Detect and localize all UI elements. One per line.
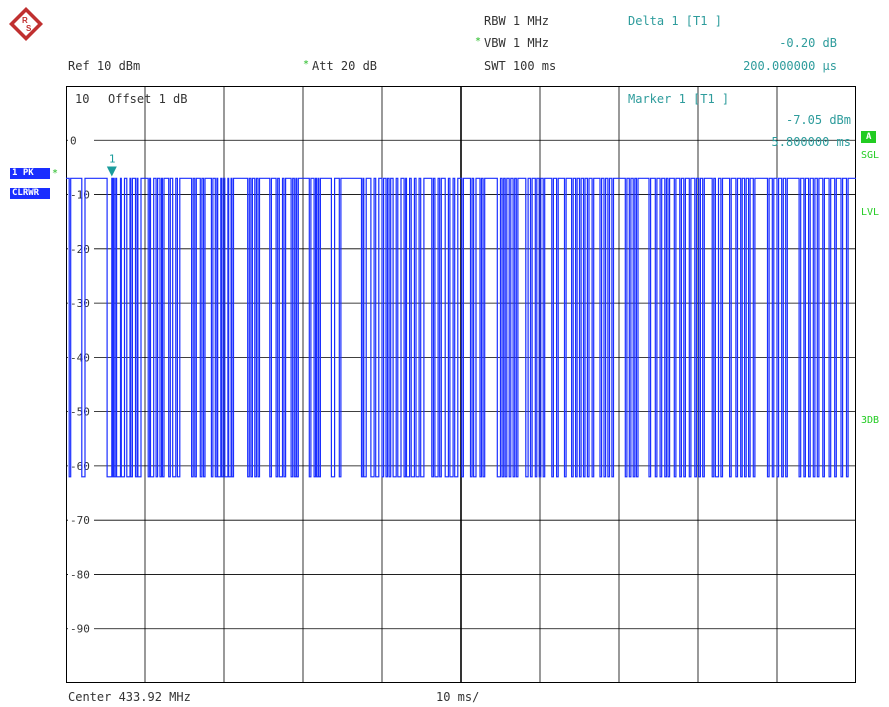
trace-clrwr-tag: CLRWR bbox=[10, 188, 50, 199]
status-a-badge: A bbox=[861, 131, 877, 143]
y-tick-bg bbox=[68, 296, 94, 311]
y-tick-bg bbox=[68, 567, 94, 582]
marker-1[interactable]: 1 bbox=[106, 153, 117, 177]
vbw-star: * bbox=[475, 36, 482, 47]
y-tick-bg bbox=[68, 404, 94, 419]
y-tick-label: -70 bbox=[70, 514, 90, 527]
y-tick-label: -60 bbox=[70, 460, 90, 473]
y-tick-label: -20 bbox=[70, 243, 90, 256]
y-tick-bg bbox=[68, 350, 94, 365]
vbw-readout: VBW 1 MHz bbox=[484, 36, 550, 50]
attenuation-readout: Att 20 dB bbox=[312, 59, 378, 73]
spectrum-screen[interactable]: 0 -10 -20 -30 -40 -50 -60 -70 -80 -90 10 Offset 1… bbox=[66, 86, 856, 683]
y-tick-bg bbox=[68, 187, 94, 202]
rohde-schwarz-logo: R S bbox=[9, 7, 43, 41]
delta-value: -0.20 dB bbox=[779, 36, 837, 50]
y-tick-bg bbox=[68, 458, 94, 473]
y-tick-label: -30 bbox=[70, 297, 90, 310]
top-tick-label: 10 bbox=[75, 92, 89, 106]
y-tick-bg bbox=[68, 513, 94, 528]
trace-pk-tag: 1 PK bbox=[10, 168, 50, 179]
y-tick-label: 0 bbox=[70, 134, 77, 147]
status-sgl: SGL bbox=[861, 150, 880, 161]
status-3db: 3DB bbox=[861, 415, 880, 426]
swt-readout: SWT 100 ms bbox=[484, 59, 557, 73]
offset-label: Offset 1 dB bbox=[108, 92, 187, 106]
sweep-span: 10 ms/ bbox=[436, 690, 480, 704]
ref-level: Ref 10 dBm bbox=[68, 59, 141, 73]
marker-1-triangle[interactable] bbox=[106, 166, 117, 177]
trace-1-line bbox=[66, 177, 856, 478]
y-tick-label: -10 bbox=[70, 189, 90, 202]
status-lvl: LVL bbox=[861, 207, 880, 218]
y-tick-bg bbox=[68, 621, 94, 636]
rbw-readout: RBW 1 MHz bbox=[484, 14, 550, 28]
y-tick-label: -90 bbox=[70, 623, 90, 636]
y-tick-label: -40 bbox=[70, 351, 90, 364]
marker-time: 5.800000 ms bbox=[772, 135, 851, 149]
att-star: * bbox=[303, 59, 310, 70]
marker-title: Marker 1 [T1 ] bbox=[628, 92, 729, 106]
delta-title: Delta 1 [T1 ] bbox=[628, 14, 722, 28]
y-tick-label: -50 bbox=[70, 406, 90, 419]
center-frequency: Center 433.92 MHz bbox=[68, 690, 191, 704]
trace-pk-star: * bbox=[52, 168, 59, 179]
delta-time: 200.000000 µs bbox=[743, 59, 837, 73]
marker-value: -7.05 dBm bbox=[786, 113, 851, 127]
y-tick-bg bbox=[68, 133, 94, 148]
y-tick-label: -80 bbox=[70, 568, 90, 581]
logo-r-glyph: R bbox=[22, 16, 28, 25]
y-tick-bg bbox=[68, 241, 94, 256]
marker-1-label: 1 bbox=[109, 153, 116, 166]
logo-s-glyph: S bbox=[26, 24, 32, 33]
